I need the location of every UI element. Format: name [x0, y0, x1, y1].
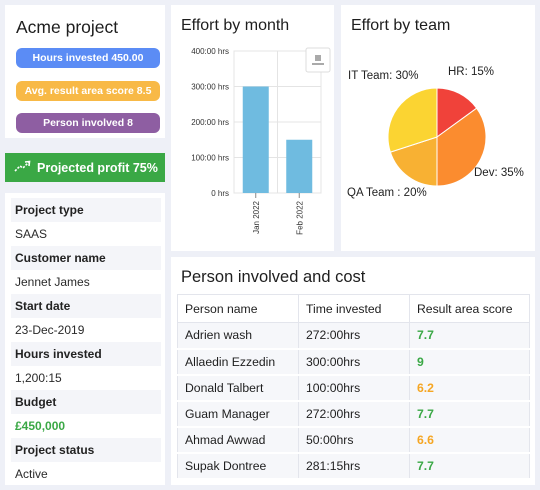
cell-time: 100:00hrs: [298, 374, 410, 402]
column-header-person-name: Person name: [177, 294, 299, 323]
pie-slice: [436, 107, 487, 187]
detail-value: £450,000: [15, 419, 66, 433]
column-header-result-score: Result area score: [409, 294, 530, 323]
table-header-row: Person name Time invested Result area sc…: [177, 294, 530, 323]
download-icon-glyph: [315, 55, 321, 61]
cell-name: Ahmad Awwad: [177, 426, 299, 454]
table-row[interactable]: Guam Manager 272:00hrs 7.7: [177, 400, 530, 428]
detail-value: Jennet James: [15, 275, 90, 289]
project-details-list: Project type SAAS Customer name Jennet Jame…: [11, 198, 161, 486]
cell-time: 50:00hrs: [298, 426, 410, 454]
pie-slice: [389, 136, 438, 187]
bar: [286, 139, 313, 193]
download-icon-bar: [312, 63, 324, 65]
cell-time: 300:00hrs: [298, 348, 410, 376]
cell-name: Supak Dontree: [177, 452, 299, 480]
pie-slice: [387, 87, 438, 153]
effort-by-team-title: Effort by team: [351, 17, 451, 34]
person-cost-table: Person name Time invested Result area sc…: [177, 294, 530, 480]
cell-name: Donald Talbert: [177, 374, 299, 402]
cell-score: 7.7: [409, 322, 530, 350]
table-row[interactable]: Supak Dontree 281:15hrs 7.7: [177, 452, 530, 480]
detail-label: Customer name: [11, 246, 161, 270]
pie-slice-label: QA Team : 20%: [347, 187, 427, 199]
detail-value: SAAS: [15, 227, 48, 241]
cell-score: 7.7: [409, 452, 530, 480]
projected-profit-text: Projected profit 75%: [37, 160, 158, 175]
cell-time: 272:00hrs: [298, 400, 410, 428]
detail-value: 1,200:15: [15, 371, 62, 385]
trending-up-icon: [14, 160, 31, 175]
cell-score: 7.7: [409, 400, 530, 428]
table-row[interactable]: Ahmad Awwad 50:00hrs 6.6: [177, 426, 530, 454]
cell-time: 272:00hrs: [298, 322, 410, 350]
cell-time: 281:15hrs: [298, 452, 410, 480]
effort-by-month-title: Effort by month: [181, 17, 290, 34]
detail-label: Project status: [11, 438, 161, 462]
project-details-card: Project type SAAS Customer name Jennet Jame…: [5, 193, 165, 485]
pie-slice-label: Dev: 35%: [474, 167, 524, 179]
y-tick-label: 0 hrs: [211, 189, 229, 198]
cell-name: Guam Manager: [177, 400, 299, 428]
detail-label: Start date: [11, 294, 161, 318]
detail-label: Project type: [11, 198, 161, 222]
person-cost-title: Person involved and cost: [181, 268, 366, 286]
projected-profit-banner: Projected profit 75%: [5, 153, 165, 182]
cell-score: 6.6: [409, 426, 530, 454]
detail-value: Active: [15, 467, 48, 481]
effort-by-month-chart: 0 hrs 100:00 hrs 200:00 hrs 300:00 hrs 400:0…: [191, 47, 331, 235]
column-header-time-invested: Time invested: [298, 294, 410, 323]
y-tick-label: 100:00 hrs: [191, 154, 229, 163]
detail-value: 23-Dec-2019: [15, 323, 85, 337]
effort-by-month-card: Effort by month 0 hrs 100:00 hrs 200:00 hr…: [171, 5, 334, 251]
project-summary-card: Acme project Hours invested 450.00 Avg. …: [5, 5, 165, 138]
cell-name: Adrien wash: [177, 322, 299, 350]
bar: [242, 86, 269, 193]
y-tick-label: 400:00 hrs: [191, 47, 229, 56]
y-tick-label: 300:00 hrs: [191, 83, 229, 92]
x-tick-label: Jan 2022: [252, 200, 261, 233]
cell-score: 6.2: [409, 374, 530, 402]
hours-invested-badge: Hours invested 450.00: [16, 48, 160, 68]
x-tick-label: Feb 2022: [295, 200, 304, 234]
detail-label: Hours invested: [11, 342, 161, 366]
download-icon[interactable]: [305, 47, 331, 73]
pie-slice-label: HR: 15%: [448, 66, 494, 78]
effort-by-team-card: Effort by team HR: 15% Dev: 35% QA Team : …: [341, 5, 535, 251]
table-row[interactable]: Allaedin Ezzedin 300:00hrs 9: [177, 348, 530, 376]
person-cost-card: Person involved and cost Person name Tim…: [171, 257, 535, 485]
detail-label: Budget: [11, 390, 161, 414]
table-row[interactable]: Adrien wash 272:00hrs 7.7: [177, 322, 530, 350]
effort-by-team-chart: HR: 15% Dev: 35% QA Team : 20% IT Team: 30%: [347, 66, 524, 199]
avg-score-badge: Avg. result area score 8.5: [16, 81, 160, 101]
pie-slice-label: IT Team: 30%: [348, 70, 419, 82]
cell-name: Allaedin Ezzedin: [177, 348, 299, 376]
table-row[interactable]: Donald Talbert 100:00hrs 6.2: [177, 374, 530, 402]
persons-involved-badge: Person involved 8: [16, 113, 160, 133]
cell-score: 9: [409, 348, 530, 376]
y-tick-label: 200:00 hrs: [191, 118, 229, 127]
project-title: Acme project: [16, 17, 119, 37]
